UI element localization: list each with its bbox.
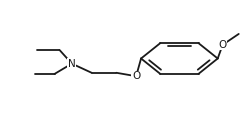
Text: N: N [68, 59, 76, 69]
Text: O: O [132, 71, 140, 81]
Text: O: O [218, 40, 227, 50]
